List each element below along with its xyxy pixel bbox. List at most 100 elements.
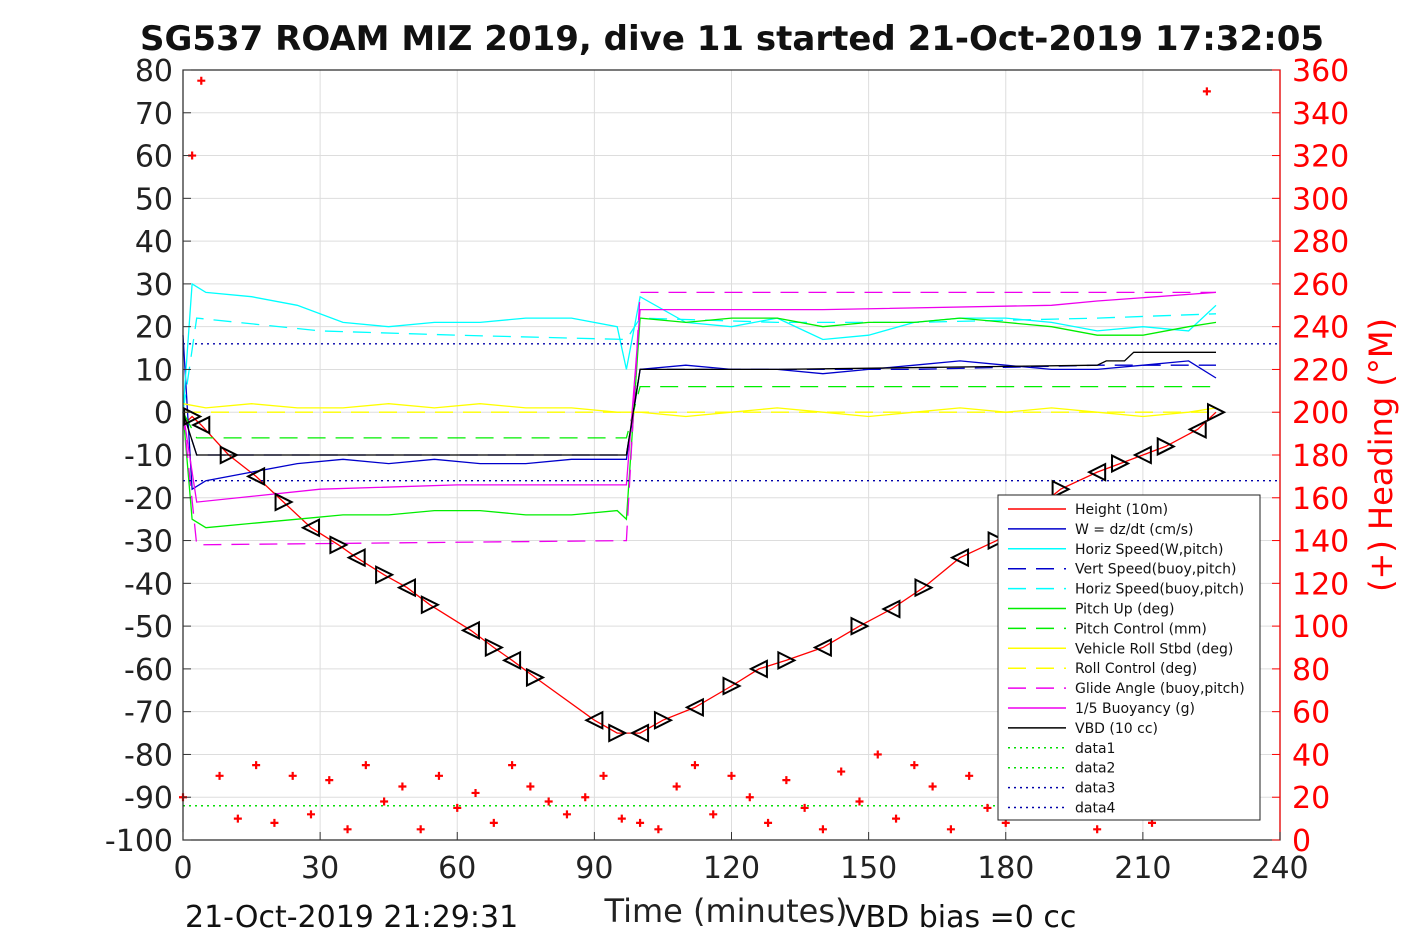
heading-point [910, 761, 919, 770]
bottom-axis-ticks: 0 30 60 90 120 150 180 210 240 [173, 832, 1309, 886]
height-marker [1132, 445, 1152, 465]
height-marker [375, 565, 395, 585]
legend-label: data4 [1075, 801, 1116, 817]
left-tick-label: 60 [135, 140, 173, 175]
height-marker [484, 637, 505, 658]
heading-point [764, 818, 773, 827]
bottom-tick-label: 90 [575, 851, 613, 886]
heading-point [416, 825, 425, 834]
heading-point [946, 825, 955, 834]
height-marker [608, 723, 628, 743]
bottom-tick-label: 240 [1251, 851, 1308, 886]
height-marker [812, 637, 832, 658]
height-marker [881, 599, 901, 619]
heading-point [855, 797, 864, 806]
left-tick-label: -70 [124, 696, 173, 731]
x-axis-label: Time (minutes) [604, 892, 848, 930]
heading-point [380, 797, 389, 806]
heading-point [654, 825, 663, 834]
height-marker [460, 620, 480, 641]
right-axis-label: (+) Heading (°M) [1362, 318, 1400, 592]
heading-point [233, 814, 242, 823]
left-tick-label: 70 [135, 97, 173, 132]
heading-point [197, 76, 206, 85]
height-marker [1207, 402, 1227, 422]
right-tick-label: 260 [1292, 268, 1349, 303]
right-tick-label: 300 [1292, 182, 1349, 217]
legend-label: Roll Control (deg) [1075, 661, 1197, 677]
footer-timestamp: 21-Oct-2019 21:29:31 [185, 900, 519, 935]
heading-point [270, 818, 279, 827]
height-marker [748, 659, 768, 679]
series-vert-speed-buoy-pitch [182, 364, 1216, 456]
left-tick-label: 80 [135, 54, 173, 89]
left-tick-label: 20 [135, 311, 173, 346]
right-tick-label: 280 [1292, 225, 1349, 260]
height-marker [584, 710, 604, 730]
heading-point [727, 771, 736, 780]
right-tick-label: 20 [1292, 781, 1330, 816]
legend-label: Pitch Up (deg) [1075, 602, 1174, 618]
footer-vbd-bias: VBD bias =0 cc [845, 900, 1077, 935]
heading-point [562, 810, 571, 819]
height-marker [1086, 462, 1107, 482]
legend-label: Vehicle Roll Stbd (deg) [1075, 641, 1233, 657]
series-vehicle-roll-stbd-deg [182, 403, 1217, 418]
right-tick-label: 0 [1292, 824, 1311, 859]
height-marker [183, 406, 203, 427]
right-tick-label: 340 [1292, 97, 1349, 132]
heading-point [672, 782, 681, 791]
height-marker [1156, 436, 1176, 457]
heading-point [965, 771, 974, 780]
left-tick-label: 40 [135, 225, 173, 260]
left-tick-label: -20 [124, 482, 173, 517]
height-marker [722, 676, 742, 696]
heading-point [489, 818, 498, 827]
left-tick-label: -30 [124, 525, 173, 560]
heading-point [690, 761, 699, 770]
height-marker [1111, 453, 1131, 474]
legend-label: W = dz/dt (cm/s) [1075, 522, 1194, 538]
heading-point [928, 782, 937, 791]
right-tick-label: 200 [1292, 396, 1349, 431]
bottom-tick-label: 60 [438, 851, 476, 886]
legend-label: Glide Angle (buoy,pitch) [1075, 681, 1245, 697]
series-1-5-buoyancy-g [182, 291, 1217, 503]
left-tick-label: 0 [154, 396, 173, 431]
legend-label: data3 [1075, 781, 1115, 797]
right-tick-label: 160 [1292, 482, 1349, 517]
heading-point [873, 750, 882, 759]
heading-point [1093, 825, 1102, 834]
legend-label: data2 [1075, 761, 1115, 777]
right-tick-label: 360 [1292, 54, 1349, 89]
right-tick-label: 140 [1292, 525, 1349, 560]
right-tick-label: 120 [1292, 567, 1349, 602]
heading-point [745, 793, 754, 802]
left-tick-label: -50 [124, 610, 173, 645]
left-tick-label: 50 [135, 182, 173, 217]
height-marker [1187, 419, 1207, 439]
height-marker [245, 466, 266, 487]
height-marker [653, 710, 674, 730]
height-marker [396, 577, 416, 598]
left-tick-label: -90 [124, 781, 173, 816]
legend-label: Pitch Control (mm) [1075, 621, 1207, 637]
heading-point [544, 797, 553, 806]
series-horiz-speed-buoy-pitch [182, 313, 1217, 413]
left-tick-label: 30 [135, 268, 173, 303]
heading-point [288, 771, 297, 780]
bottom-tick-label: 210 [1114, 851, 1171, 886]
heading-point [398, 782, 407, 791]
left-tick-label: -80 [124, 738, 173, 773]
legend-box [997, 494, 1261, 821]
series-horiz-speed-w-pitch [182, 282, 1217, 413]
heading-point [343, 825, 352, 834]
left-axis-ticks: 80 70 60 50 40 30 20 10 0 -10 -20 -30 -40 -50 -60 -70 -8… [105, 54, 191, 859]
heading-point [617, 814, 626, 823]
height-marker [684, 697, 704, 718]
height-marker [914, 577, 934, 598]
heading-point [782, 776, 791, 785]
heading-point [636, 818, 645, 827]
left-tick-label: -10 [124, 439, 173, 474]
bottom-tick-label: 180 [977, 851, 1034, 886]
